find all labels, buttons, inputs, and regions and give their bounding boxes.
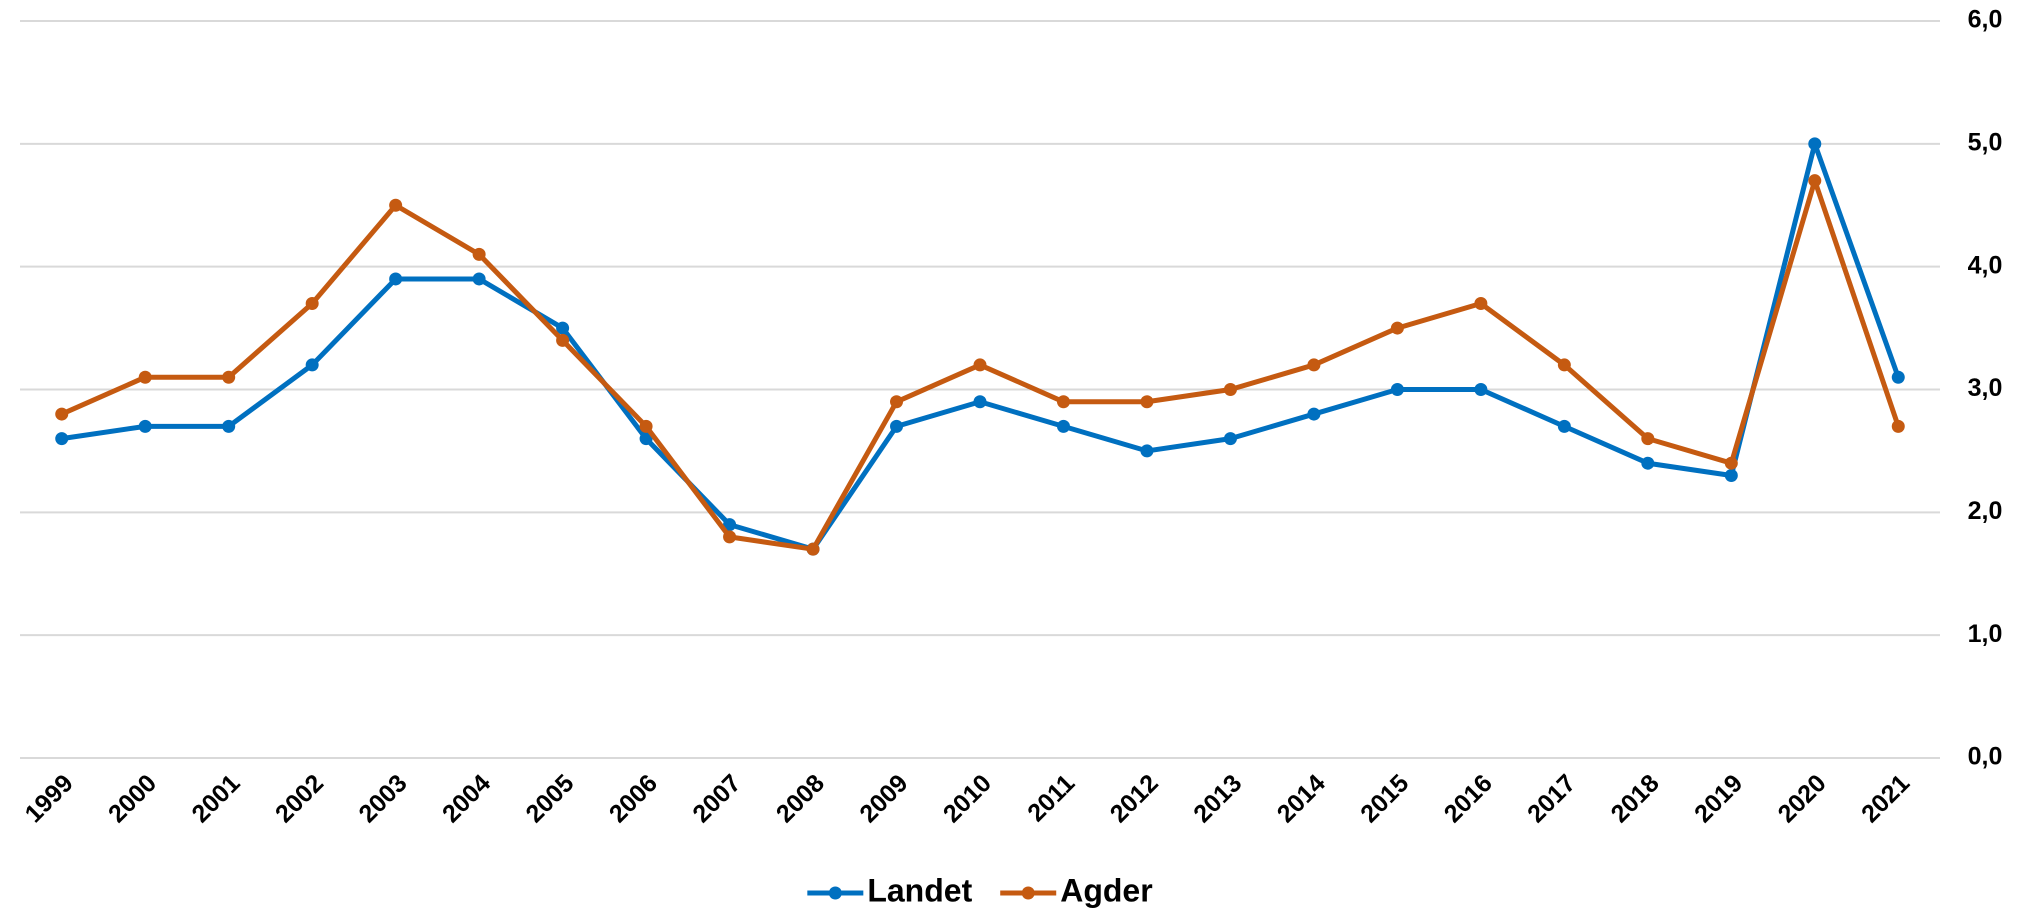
data-point bbox=[1056, 419, 1070, 433]
x-tick-label: 2013 bbox=[1188, 769, 1247, 828]
legend-label: Landet bbox=[867, 872, 972, 908]
x-tick-label: 2016 bbox=[1439, 769, 1498, 828]
data-point bbox=[138, 370, 152, 384]
data-point bbox=[1223, 432, 1237, 446]
y-tick-label: 4,0 bbox=[1968, 251, 2003, 279]
legend: Landet Agder bbox=[807, 872, 1153, 908]
data-point bbox=[305, 297, 319, 311]
data-point bbox=[222, 370, 236, 384]
x-tick-label: 2005 bbox=[520, 769, 579, 828]
data-point bbox=[1140, 395, 1154, 409]
data-point bbox=[1808, 137, 1822, 151]
x-tick-label: 2020 bbox=[1773, 769, 1832, 828]
data-point bbox=[472, 272, 486, 286]
data-point bbox=[389, 198, 403, 212]
data-point bbox=[1891, 419, 1905, 433]
x-tick-label: 2015 bbox=[1355, 769, 1414, 828]
y-tick-label: 6,0 bbox=[1968, 6, 2003, 34]
x-tick-label: 2019 bbox=[1689, 769, 1748, 828]
data-point bbox=[556, 333, 570, 347]
data-point bbox=[1307, 407, 1321, 421]
data-point bbox=[55, 432, 69, 446]
x-tick-label: 2009 bbox=[854, 769, 913, 828]
series-line bbox=[61, 141, 1901, 552]
x-tick-label: 2001 bbox=[186, 769, 245, 828]
data-point bbox=[639, 419, 653, 433]
data-point bbox=[138, 419, 152, 433]
legend-marker bbox=[828, 886, 842, 900]
data-point bbox=[1557, 358, 1571, 372]
x-tick-label: 2000 bbox=[103, 769, 162, 828]
data-point bbox=[305, 358, 319, 372]
data-point bbox=[389, 272, 403, 286]
data-point bbox=[1724, 456, 1738, 470]
x-tick-label: 2012 bbox=[1105, 769, 1164, 828]
data-point bbox=[1140, 444, 1154, 458]
x-tick-label: 2021 bbox=[1856, 769, 1915, 828]
y-tick-label: 0,0 bbox=[1968, 743, 2003, 771]
data-point bbox=[472, 247, 486, 261]
legend-marker bbox=[1021, 886, 1035, 900]
data-point bbox=[1390, 321, 1404, 335]
data-point bbox=[1808, 174, 1822, 188]
x-tick-label: 2011 bbox=[1022, 769, 1080, 827]
data-point bbox=[55, 407, 69, 421]
data-point bbox=[1307, 358, 1321, 372]
data-point bbox=[973, 395, 987, 409]
data-point bbox=[556, 321, 570, 335]
data-point bbox=[890, 419, 904, 433]
data-point bbox=[806, 542, 820, 556]
x-tick-label: 2014 bbox=[1272, 769, 1331, 828]
x-tick-label: 2008 bbox=[771, 769, 830, 828]
y-tick-label: 5,0 bbox=[1968, 128, 2003, 156]
data-point bbox=[1557, 419, 1571, 433]
data-point bbox=[1223, 383, 1237, 396]
data-point bbox=[1474, 297, 1488, 311]
x-tick-label: 2006 bbox=[604, 769, 663, 828]
data-point bbox=[890, 395, 904, 409]
data-point bbox=[1390, 383, 1404, 396]
x-tick-label: 1999 bbox=[20, 769, 79, 828]
x-tick-label: 2004 bbox=[437, 769, 496, 828]
x-tick-label: 2002 bbox=[270, 769, 329, 828]
data-point bbox=[723, 518, 737, 532]
data-point bbox=[1056, 395, 1070, 409]
legend-label: Agder bbox=[1060, 872, 1152, 908]
data-point bbox=[222, 419, 236, 433]
data-point bbox=[1724, 468, 1738, 482]
y-tick-label: 1,0 bbox=[1968, 620, 2003, 648]
x-tick-label: 2017 bbox=[1522, 769, 1581, 828]
data-point bbox=[1891, 370, 1905, 384]
data-point bbox=[973, 358, 987, 372]
x-tick-label: 2018 bbox=[1606, 769, 1665, 828]
data-point bbox=[1641, 456, 1655, 470]
x-tick-label: 2007 bbox=[687, 769, 746, 828]
x-tick-label: 2010 bbox=[938, 769, 997, 828]
y-tick-label: 2,0 bbox=[1968, 497, 2003, 525]
x-tick-label: 2003 bbox=[353, 769, 412, 828]
data-point bbox=[723, 530, 737, 544]
data-point bbox=[639, 432, 653, 446]
data-point bbox=[1641, 432, 1655, 446]
y-tick-label: 3,0 bbox=[1968, 374, 2003, 402]
data-point bbox=[1474, 383, 1488, 396]
